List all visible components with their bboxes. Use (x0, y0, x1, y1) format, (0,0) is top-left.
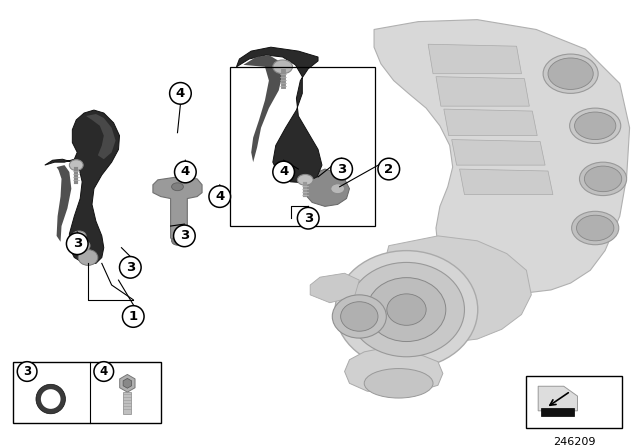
Polygon shape (45, 110, 120, 263)
Circle shape (120, 257, 141, 278)
Ellipse shape (584, 166, 621, 192)
Ellipse shape (543, 54, 598, 93)
Bar (230, 67, 375, 226)
Circle shape (122, 306, 144, 327)
Polygon shape (310, 273, 359, 303)
Ellipse shape (367, 278, 446, 341)
Text: 4: 4 (279, 165, 288, 178)
Circle shape (209, 186, 230, 207)
Text: 4: 4 (176, 87, 185, 100)
Circle shape (331, 158, 353, 180)
Circle shape (378, 158, 399, 180)
Ellipse shape (74, 240, 90, 252)
Text: 3: 3 (125, 261, 135, 274)
Circle shape (175, 161, 196, 183)
Polygon shape (452, 140, 545, 165)
Text: 3: 3 (180, 229, 189, 242)
Ellipse shape (387, 294, 426, 325)
Text: 1: 1 (129, 310, 138, 323)
Polygon shape (428, 44, 522, 74)
Ellipse shape (364, 369, 433, 398)
Ellipse shape (72, 231, 86, 241)
Ellipse shape (570, 108, 621, 143)
Ellipse shape (331, 184, 344, 194)
Polygon shape (538, 386, 577, 411)
Polygon shape (236, 47, 322, 183)
Polygon shape (56, 165, 71, 242)
Circle shape (94, 362, 114, 381)
Circle shape (170, 82, 191, 104)
Polygon shape (541, 408, 573, 416)
Ellipse shape (78, 250, 98, 265)
Text: 4: 4 (215, 190, 225, 203)
Ellipse shape (575, 112, 616, 140)
Ellipse shape (579, 162, 627, 196)
Polygon shape (382, 236, 531, 342)
Text: 2: 2 (384, 163, 394, 176)
Text: 3: 3 (303, 212, 313, 225)
Text: 4: 4 (100, 365, 108, 378)
Circle shape (41, 389, 61, 409)
Circle shape (17, 362, 37, 381)
Polygon shape (86, 114, 116, 159)
Polygon shape (374, 20, 630, 295)
Text: 4: 4 (180, 165, 190, 178)
Ellipse shape (349, 263, 465, 357)
Polygon shape (444, 109, 537, 136)
Polygon shape (460, 169, 553, 194)
Text: 3: 3 (72, 237, 82, 250)
Bar (13, 362, 161, 422)
Circle shape (273, 161, 294, 183)
Text: 3: 3 (23, 365, 31, 378)
Circle shape (173, 225, 195, 247)
Ellipse shape (572, 211, 619, 245)
Ellipse shape (577, 215, 614, 241)
Polygon shape (153, 177, 202, 244)
Circle shape (36, 384, 65, 414)
Ellipse shape (332, 295, 387, 338)
Bar (526, 376, 621, 427)
Ellipse shape (273, 60, 292, 74)
Ellipse shape (335, 250, 477, 369)
Bar (124, 392, 131, 414)
Ellipse shape (340, 302, 378, 331)
Ellipse shape (172, 183, 184, 191)
Ellipse shape (69, 159, 83, 171)
Ellipse shape (548, 58, 593, 90)
Circle shape (67, 233, 88, 254)
Ellipse shape (298, 174, 313, 185)
Polygon shape (305, 169, 349, 207)
Ellipse shape (172, 237, 184, 245)
Polygon shape (344, 349, 443, 393)
Text: 3: 3 (337, 163, 346, 176)
Circle shape (298, 207, 319, 229)
Polygon shape (243, 55, 283, 162)
Text: 246209: 246209 (553, 437, 595, 448)
Polygon shape (436, 77, 529, 106)
